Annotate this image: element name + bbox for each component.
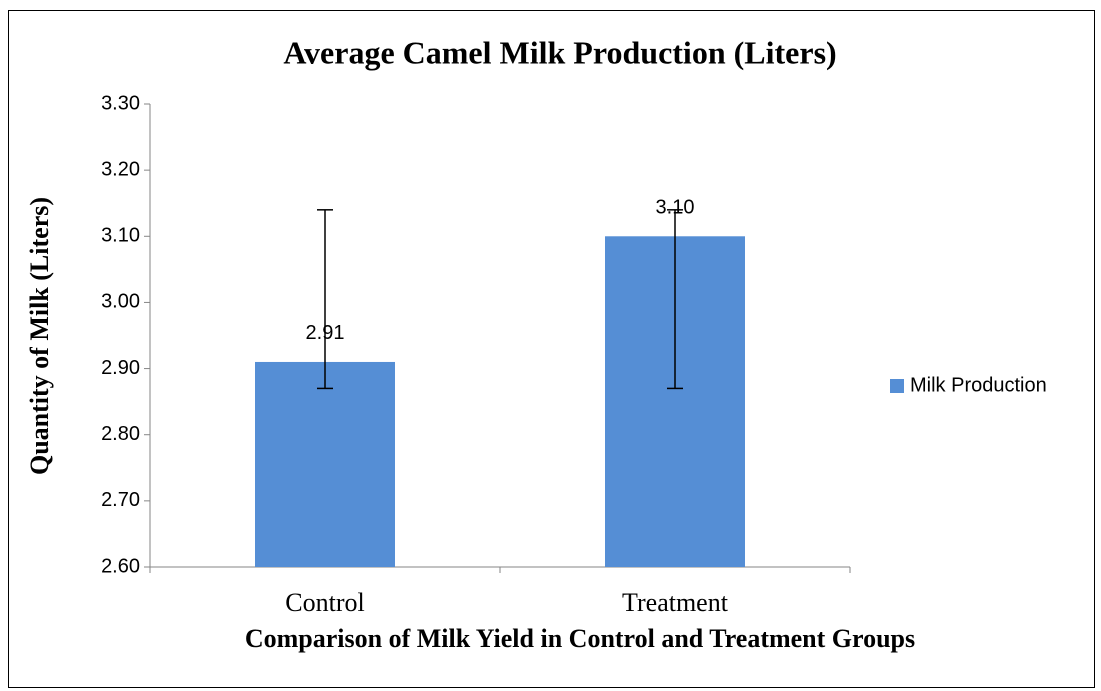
- y-tick-label: 3.20: [101, 158, 140, 180]
- y-tick-label: 3.30: [101, 92, 140, 114]
- y-axis-label: Quantity of Milk (Liters): [25, 197, 54, 475]
- chart-title: Average Camel Milk Production (Liters): [283, 34, 836, 70]
- legend-label: Milk Production: [910, 374, 1047, 396]
- error-bar: [667, 209, 683, 390]
- data-label: 3.10: [656, 197, 695, 219]
- y-tick-label: 3.10: [101, 225, 140, 247]
- bar: [255, 361, 395, 567]
- y-tick-label: 3.00: [101, 291, 140, 313]
- chart-border: [8, 10, 1095, 688]
- y-tick-label: 2.80: [101, 423, 140, 445]
- x-tick-label: Control: [285, 588, 364, 617]
- x-tick-label: Treatment: [622, 588, 729, 617]
- legend-swatch: [890, 379, 904, 393]
- y-tick-label: 2.90: [101, 357, 140, 379]
- y-tick-label: 2.60: [101, 555, 140, 577]
- x-axis-label: Comparison of Milk Yield in Control and …: [245, 624, 915, 653]
- error-bar: [317, 209, 333, 390]
- y-tick-label: 2.70: [101, 489, 140, 511]
- data-label: 2.91: [306, 322, 345, 344]
